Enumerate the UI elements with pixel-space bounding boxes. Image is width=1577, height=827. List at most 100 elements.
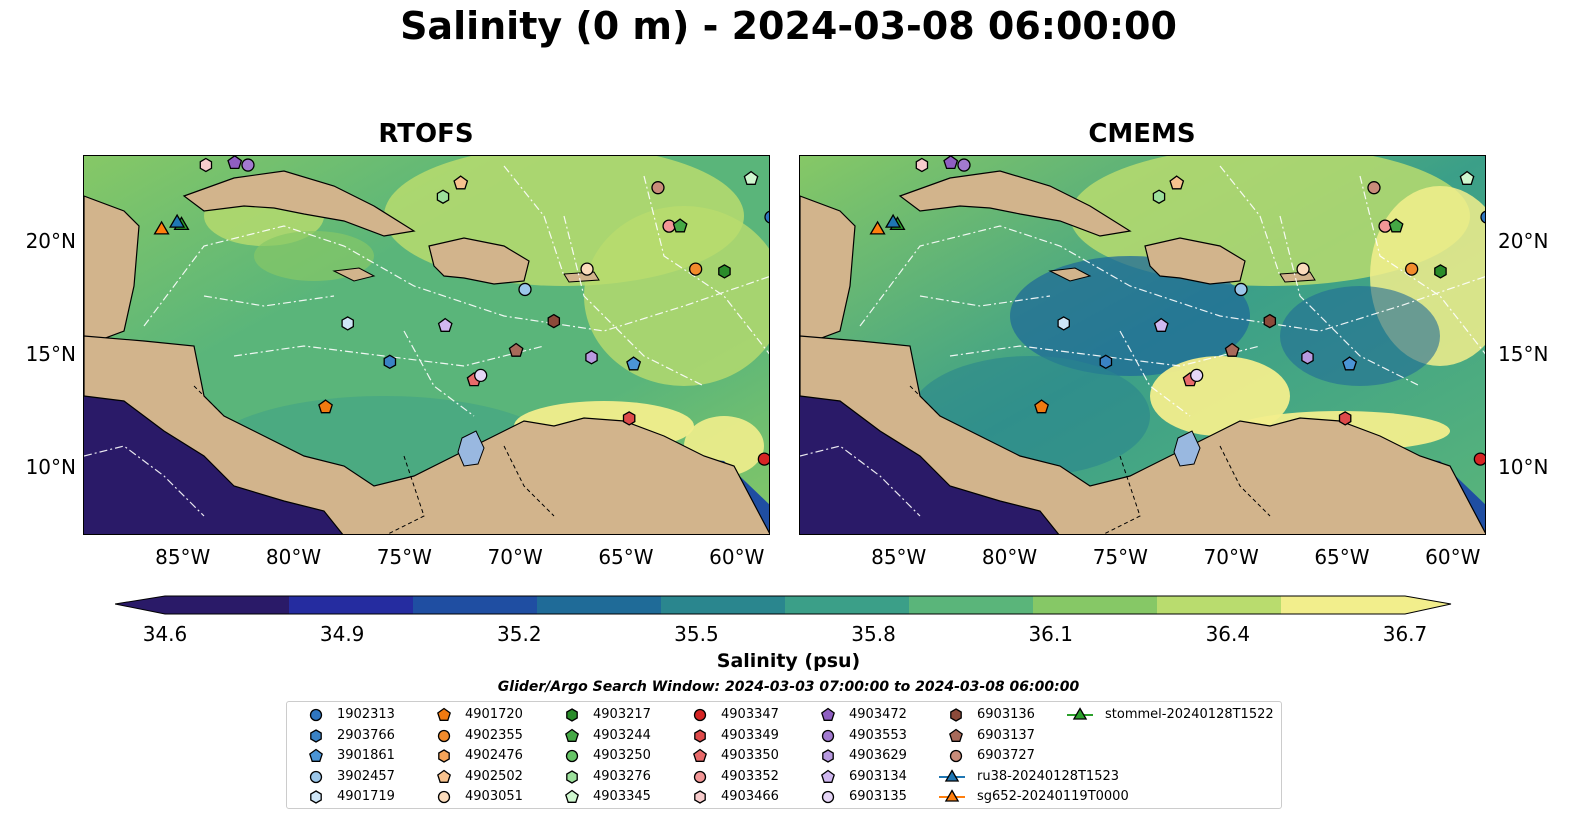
- lat-tick-label: 15°N: [1498, 342, 1549, 367]
- legend-label: 4903349: [721, 727, 779, 743]
- legend-label: 6903134: [849, 768, 907, 784]
- float-marker-4903466: [915, 157, 929, 173]
- float-marker-6903727: [651, 181, 665, 195]
- legend-label: 4903350: [721, 748, 779, 763]
- float-marker-4903629: [1301, 350, 1314, 365]
- colorbar-outline: [115, 595, 1452, 615]
- colorbar-cell: [413, 596, 538, 614]
- colorbar-tick-label: 34.6: [142, 622, 188, 646]
- lon-tick-label: 85°W: [155, 545, 211, 569]
- colorbar-cell: [909, 596, 1034, 614]
- float-marker-6903135: [1190, 368, 1204, 383]
- legend-marker: [694, 790, 706, 804]
- float-marker-4903352: [1378, 219, 1392, 233]
- float-marker-4903349: [622, 411, 636, 426]
- float-marker-4903217: [1434, 264, 1447, 279]
- legend-label: 4902502: [465, 768, 523, 784]
- float-marker-4903276: [436, 189, 450, 204]
- colorbar-cell: [289, 596, 414, 614]
- cmems-float-markers: [869, 156, 1485, 466]
- legend-marker: [437, 707, 451, 721]
- legend-label: 4903347: [721, 707, 779, 722]
- legend-label: 4903244: [593, 727, 651, 743]
- float-marker-4903553: [241, 158, 255, 172]
- float-marker-6903137: [1224, 342, 1240, 357]
- float-marker-4903051: [1296, 262, 1310, 276]
- glider-marker-ru38-20240128T1523: [168, 213, 186, 228]
- legend: 1902313 2903766 3901861 3902457 4901719 49017…: [286, 701, 1282, 809]
- legend-marker: [949, 749, 963, 763]
- legend-marker: [939, 768, 965, 782]
- legend-label: 4901719: [337, 789, 395, 804]
- legend-label: 4902355: [465, 727, 523, 743]
- legend-label: 3901861: [337, 748, 395, 763]
- legend-marker: [949, 728, 963, 742]
- legend-label: 4903217: [593, 707, 651, 722]
- float-marker-4903347: [757, 452, 769, 466]
- legend-label: 4903629: [849, 748, 907, 763]
- legend-label: 6903136: [977, 707, 1035, 722]
- legend-marker: [565, 749, 579, 763]
- float-marker-6903136: [1263, 313, 1277, 329]
- legend-marker: [821, 729, 835, 742]
- colorbar-tick-label: 36.7: [1382, 622, 1428, 646]
- legend-marker: [694, 728, 706, 743]
- legend-marker: [693, 770, 707, 783]
- legend-label: sg652-20240119T0000: [977, 789, 1129, 804]
- glider-marker-ru38-20240128T1523: [884, 213, 902, 228]
- lon-tick-label: 65°W: [598, 545, 654, 569]
- legend-label: 4901720: [465, 707, 523, 722]
- float-marker-4903553: [957, 158, 971, 172]
- float-marker-3901861: [626, 356, 642, 371]
- legend-label: 4902476: [465, 748, 523, 763]
- float-marker-3901861: [1342, 356, 1358, 371]
- colorbar-tick-label: 35.2: [497, 622, 542, 646]
- legend-marker: [437, 790, 451, 804]
- float-marker-6903136: [547, 313, 561, 329]
- legend-marker: [438, 749, 450, 763]
- panel-title-rtofs: RTOFS: [378, 119, 474, 149]
- legend-marker: [309, 708, 323, 722]
- float-marker-1902313: [764, 210, 769, 224]
- lon-tick-label: 80°W: [265, 545, 322, 569]
- legend-marker: [821, 769, 835, 783]
- legend-label: 3902457: [337, 768, 395, 784]
- colorbar-label: Salinity (psu): [716, 650, 861, 672]
- rtofs-salinity-map: [83, 155, 770, 535]
- legend-marker: [822, 749, 834, 763]
- float-marker-4903352: [662, 219, 676, 233]
- colorbar-tick-label: 35.5: [674, 622, 719, 646]
- figure-title: Salinity (0 m) - 2024-03-08 06:00:00: [400, 4, 1177, 48]
- legend-marker: [310, 728, 322, 743]
- float-marker-4903472: [943, 156, 959, 170]
- lat-tick-label: 10°N: [25, 455, 76, 480]
- rtofs-float-markers: [153, 156, 769, 466]
- float-marker-3902457: [518, 282, 532, 297]
- float-marker-4903244: [672, 218, 688, 233]
- float-marker-2903766: [383, 354, 397, 370]
- rtofs-map-canvas: [84, 156, 769, 534]
- float-marker-4903349: [1338, 411, 1352, 426]
- legend-marker: [565, 728, 579, 742]
- legend-label: 4903466: [721, 789, 779, 804]
- colorbar-tick-label: 36.4: [1205, 622, 1251, 646]
- legend-label: 4903345: [593, 789, 651, 804]
- float-marker-4903345: [1459, 170, 1475, 185]
- legend-marker: [821, 790, 835, 804]
- legend-label: 4903352: [721, 768, 779, 784]
- float-marker-4903347: [1473, 452, 1485, 466]
- float-marker-4902502: [1169, 175, 1185, 190]
- lat-tick-label: 15°N: [25, 342, 76, 367]
- lon-tick-label: 70°W: [1203, 545, 1259, 569]
- legend-marker: [693, 708, 707, 722]
- colorbar-tick-label: 34.9: [319, 622, 365, 646]
- float-marker-4903276: [1152, 189, 1166, 204]
- colorbar-tick-label: 35.8: [851, 622, 896, 646]
- float-marker-4903244: [1388, 218, 1404, 233]
- colorbar: [115, 595, 1452, 615]
- float-marker-6903134: [1153, 317, 1169, 332]
- cmems-map-canvas: [800, 156, 1485, 534]
- lon-tick-label: 75°W: [376, 545, 432, 569]
- float-marker-4903345: [743, 170, 759, 185]
- float-marker-4902355: [689, 262, 703, 276]
